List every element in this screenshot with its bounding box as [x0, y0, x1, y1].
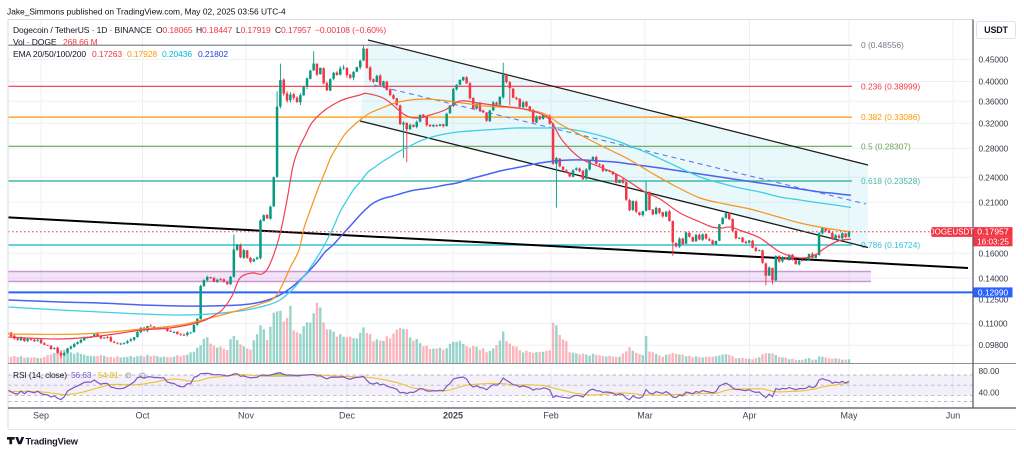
svg-text:Vol · DOGE 268.66 M: Vol · DOGE 268.66 M [13, 37, 98, 47]
svg-text:Dec: Dec [339, 411, 356, 421]
svg-text:USDT: USDT [984, 25, 1008, 35]
svg-text:0.14000: 0.14000 [979, 273, 1009, 283]
svg-text:16:03:25: 16:03:25 [977, 238, 1009, 247]
svg-text:0.11000: 0.11000 [979, 319, 1008, 329]
svg-text:Oct: Oct [135, 411, 150, 421]
svg-text:0.40000: 0.40000 [979, 77, 1009, 87]
svg-text:Jun: Jun [946, 411, 961, 421]
svg-text:May: May [840, 411, 858, 421]
svg-text:0.36000: 0.36000 [979, 96, 1009, 106]
svg-text:TradingView: TradingView [26, 437, 79, 447]
svg-text:0.09800: 0.09800 [979, 340, 1009, 350]
svg-text:0.618 (0.23528): 0.618 (0.23528) [861, 176, 920, 186]
svg-text:Mar: Mar [637, 411, 653, 421]
svg-text:0.21000: 0.21000 [979, 197, 1009, 207]
svg-text:0.786 (0.16724): 0.786 (0.16724) [861, 240, 920, 250]
svg-text:80.00: 80.00 [979, 366, 1000, 376]
svg-text:0.382 (0.33086): 0.382 (0.33086) [861, 112, 920, 122]
svg-text:0.45000: 0.45000 [979, 54, 1009, 64]
svg-text:0 (0.48556): 0 (0.48556) [861, 40, 904, 50]
svg-text:0.236 (0.38999): 0.236 (0.38999) [861, 81, 920, 91]
svg-text:0.28000: 0.28000 [979, 143, 1009, 153]
svg-text:0.12500: 0.12500 [979, 295, 1009, 305]
svg-text:40.00: 40.00 [979, 388, 1000, 398]
svg-text:Apr: Apr [742, 411, 756, 421]
svg-text:2025: 2025 [443, 411, 463, 421]
svg-text:0.24000: 0.24000 [979, 172, 1009, 182]
svg-text:DOGEUSDT: DOGEUSDT [929, 228, 974, 237]
svg-text:0.16000: 0.16000 [979, 248, 1009, 258]
svg-text:0.32000: 0.32000 [979, 118, 1009, 128]
svg-text:Jake_Simmons published on Trad: Jake_Simmons published on TradingView.co… [7, 7, 286, 17]
svg-text:0.5 (0.28307): 0.5 (0.28307) [861, 141, 911, 151]
svg-text:0.12990: 0.12990 [978, 287, 1009, 297]
svg-text:Feb: Feb [543, 411, 559, 421]
svg-text:Sep: Sep [33, 411, 49, 421]
svg-text:Dogecoin / TetherUS · 1D · BIN: Dogecoin / TetherUS · 1D · BINANCE O0.180… [13, 25, 386, 35]
svg-text:0.17957: 0.17957 [977, 227, 1009, 237]
svg-text:Nov: Nov [238, 411, 255, 421]
